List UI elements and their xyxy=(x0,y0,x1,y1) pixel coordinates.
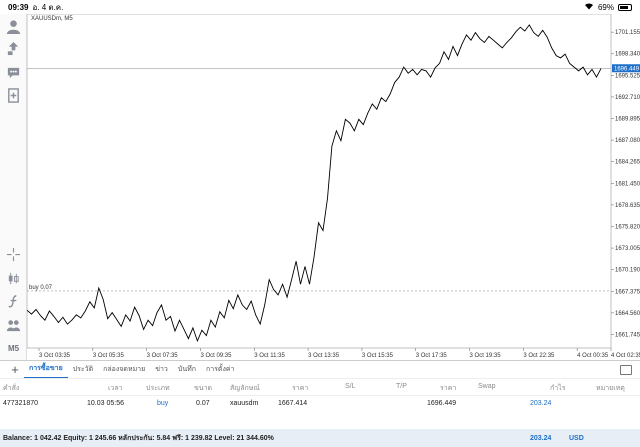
tab-news[interactable]: ข่าว xyxy=(155,366,168,373)
table-row[interactable]: 477321870 10.03 05:56 buy 0.07 xauusdm 1… xyxy=(0,395,640,412)
price-tick-label: 1664.560 xyxy=(615,311,640,317)
current-price-value: 1696.449 xyxy=(614,66,640,72)
time-tick-label: 3 Oct 07:35 xyxy=(147,353,179,359)
time-tick-label: 3 Oct 17:35 xyxy=(416,353,448,359)
time-tick-label: 3 Oct 13:35 xyxy=(308,353,340,359)
price-series-line xyxy=(27,24,602,343)
price-tick-label: 1698.340 xyxy=(615,52,640,58)
price-tick-label: 1701.155 xyxy=(615,30,640,36)
row-profit: 203.24 xyxy=(530,400,552,407)
toolbox-panel: + การซื้อขาย ประวัติ กล่องจดหมาย ข่าว บั… xyxy=(0,360,640,447)
row-type: buy xyxy=(157,400,169,407)
price-tick-label: 1667.375 xyxy=(615,289,640,295)
time-axis: 3 Oct 03:35 3 Oct 05:35 3 Oct 07:35 3 Oct 0… xyxy=(38,348,640,359)
candlestick-icon[interactable] xyxy=(5,270,22,287)
row-current-price: 1696.449 xyxy=(427,400,457,407)
balance-text: Balance: 1 042.42 Equity: 1 245.66 หลักป… xyxy=(3,435,274,442)
objects-icon[interactable] xyxy=(5,316,22,333)
tab-trade[interactable]: การซื้อขาย xyxy=(24,360,68,379)
time-tick-label: 3 Oct 03:35 xyxy=(39,353,71,359)
price-axis: 1701.155 1698.340 1695.525 1692.710 1689.895… xyxy=(611,30,640,338)
tab-journal[interactable]: บันทึก xyxy=(177,366,196,373)
header-price: ราคา xyxy=(292,385,309,392)
header-sl: S/L xyxy=(345,383,356,390)
balance-profit: 203.24 xyxy=(530,435,552,442)
header-comment: หมายเหตุ xyxy=(596,385,625,392)
time-tick-label: 4 Oct 02:35 xyxy=(611,353,640,359)
header-current-price: ราคา xyxy=(440,385,457,392)
trade-table-header: คำสั่ง เวลา ประเภท ขนาด สัญลักษณ์ ราคา S… xyxy=(0,378,640,395)
battery-percent: 69% xyxy=(597,2,614,12)
header-swap: Swap xyxy=(478,383,496,390)
row-time: 10.03 05:56 xyxy=(87,400,124,407)
panel-layout-icon[interactable] xyxy=(620,364,632,375)
header-time: เวลา xyxy=(108,385,123,392)
price-tick-label: 1661.745 xyxy=(615,332,640,338)
indicators-icon[interactable] xyxy=(5,293,22,310)
status-time: 09:39 xyxy=(8,2,29,12)
timeframe-button[interactable]: M5 xyxy=(7,344,20,353)
account-icon[interactable] xyxy=(5,18,22,35)
time-tick-label: 3 Oct 09:35 xyxy=(200,353,232,359)
row-order: 477321870 xyxy=(3,400,39,407)
price-tick-label: 1695.525 xyxy=(615,73,640,79)
left-toolbar: M5 xyxy=(0,14,27,360)
price-tick-label: 1670.190 xyxy=(615,268,640,274)
price-tick-label: 1692.710 xyxy=(615,95,640,101)
time-tick-label: 3 Oct 19:35 xyxy=(470,353,502,359)
plot-frame xyxy=(27,14,612,349)
row-symbol: xauusdm xyxy=(230,400,259,407)
current-price-badge xyxy=(612,64,640,73)
price-tick-label: 1689.895 xyxy=(615,117,640,123)
chart-canvas[interactable]: 1701.155 1698.340 1695.525 1692.710 1689.895… xyxy=(27,14,640,360)
price-tick-label: 1684.265 xyxy=(615,160,640,166)
price-tick-label: 1673.005 xyxy=(615,246,640,252)
price-tick-label: 1687.080 xyxy=(615,138,640,144)
header-tp: T/P xyxy=(396,383,407,390)
time-tick-label: 4 Oct 00:35 xyxy=(577,353,609,359)
price-tick-label: 1678.635 xyxy=(615,203,640,209)
crosshair-icon[interactable] xyxy=(5,246,22,263)
time-tick-label: 3 Oct 05:35 xyxy=(93,353,125,359)
header-symbol: สัญลักษณ์ xyxy=(230,385,260,392)
chat-icon[interactable] xyxy=(5,64,22,81)
buy-level-label: buy 0.07 xyxy=(29,285,53,291)
price-tick-label: 1681.450 xyxy=(615,181,640,187)
row-price: 1667.414 xyxy=(278,400,308,407)
header-profit: กำไร xyxy=(550,385,566,392)
header-volume: ขนาด xyxy=(194,385,213,392)
time-tick-label: 3 Oct 11:35 xyxy=(254,353,285,359)
add-icon[interactable]: + xyxy=(11,362,19,377)
wifi-icon xyxy=(584,2,594,12)
tab-history[interactable]: ประวัติ xyxy=(72,366,94,373)
tab-settings[interactable]: การตั้งค่า xyxy=(205,366,235,373)
time-tick-label: 3 Oct 22:35 xyxy=(523,353,555,359)
balance-summary: Balance: 1 042.42 Equity: 1 245.66 หลักป… xyxy=(0,429,640,447)
status-bar: 09:39 อ. 4 ต.ค. 69% xyxy=(0,0,640,14)
row-volume: 0.07 xyxy=(196,400,210,407)
time-tick-label: 3 Oct 15:35 xyxy=(362,353,394,359)
header-order: คำสั่ง xyxy=(3,385,20,392)
tab-mailbox[interactable]: กล่องจดหมาย xyxy=(103,366,146,373)
price-tick-label: 1675.820 xyxy=(615,224,640,230)
header-type: ประเภท xyxy=(146,385,170,392)
battery-icon xyxy=(618,3,632,11)
new-order-icon[interactable] xyxy=(5,87,22,104)
toolbox-tabs: + การซื้อขาย ประวัติ กล่องจดหมาย ข่าว บั… xyxy=(0,360,640,379)
price-chart[interactable]: 1701.155 1698.340 1695.525 1692.710 1689.895… xyxy=(27,14,640,360)
status-date: อ. 4 ต.ค. xyxy=(32,2,64,12)
balance-currency: USD xyxy=(569,435,584,442)
trade-arrows-icon[interactable] xyxy=(5,40,22,57)
symbol-timeframe-label: XAUUSDm, M5 xyxy=(31,16,73,22)
